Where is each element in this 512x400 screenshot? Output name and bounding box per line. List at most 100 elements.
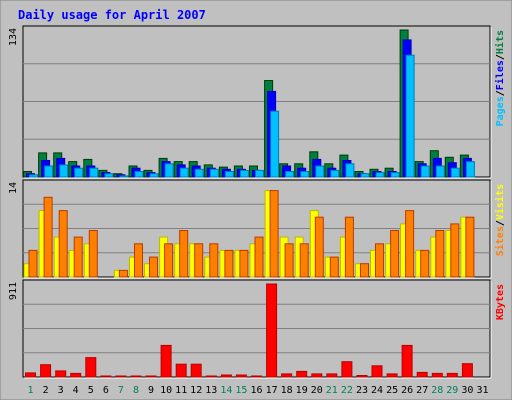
bar-pages-day-2 — [44, 165, 54, 178]
bar-pages-day-11 — [179, 167, 189, 178]
x-tick-label-day-30: 30 — [461, 385, 473, 396]
x-tick-label-day-13: 13 — [205, 385, 217, 396]
bar-sites-day-15 — [239, 249, 249, 278]
bar-sites-day-17 — [269, 190, 279, 278]
top-ymax-label: 134 — [8, 28, 19, 46]
bar-kbytes-day-5 — [85, 357, 97, 378]
middle-ymax-label: 14 — [8, 182, 19, 194]
bar-pages-day-24 — [375, 172, 385, 178]
bar-sites-day-20 — [314, 216, 324, 278]
bar-pages-day-5 — [89, 167, 99, 178]
bar-sites-day-27 — [420, 249, 430, 278]
bar-kbytes-day-27 — [416, 371, 428, 378]
bar-kbytes-day-9 — [145, 375, 157, 378]
x-tick-label-day-20: 20 — [311, 385, 323, 396]
x-tick-label-day-14: 14 — [220, 385, 232, 396]
bottom-panel: 911 — [8, 279, 492, 379]
bar-kbytes-day-20 — [311, 373, 323, 378]
legend-files: Files — [494, 60, 506, 90]
x-tick-label-day-12: 12 — [190, 385, 202, 396]
bar-sites-day-26 — [405, 210, 415, 278]
bar-pages-day-7 — [119, 175, 129, 178]
bar-sites-day-2 — [43, 196, 53, 278]
bar-pages-day-4 — [74, 167, 84, 178]
middle-legend: Sites/Visits — [494, 184, 506, 256]
bar-sites-day-8 — [134, 243, 143, 278]
bottom-legend-text: KBytes — [495, 284, 506, 320]
bar-sites-day-4 — [73, 236, 83, 278]
x-tick-label-day-11: 11 — [175, 385, 187, 396]
x-tick-label-day-2: 2 — [43, 385, 49, 396]
bar-kbytes-day-19 — [296, 370, 308, 378]
bar-sites-day-22 — [344, 216, 354, 278]
x-tick-label-day-23: 23 — [356, 385, 368, 396]
bar-kbytes-day-14 — [220, 374, 232, 378]
legend-pages: Pages — [495, 96, 506, 126]
bar-kbytes-day-21 — [326, 373, 338, 378]
legend-separator: / — [495, 90, 506, 96]
x-tick-label-day-28: 28 — [431, 385, 443, 396]
bar-pages-day-18 — [285, 171, 295, 178]
bar-pages-day-16 — [255, 169, 264, 178]
bar-pages-day-6 — [104, 173, 114, 178]
x-tick-label-day-15: 15 — [235, 385, 247, 396]
bar-kbytes-day-10 — [160, 344, 172, 378]
bar-pages-day-21 — [330, 169, 340, 178]
bar-kbytes-day-18 — [281, 373, 293, 378]
x-tick-label-day-31: 31 — [476, 385, 488, 396]
top-legend: Pages/Files/Hits — [494, 30, 506, 126]
bar-pages-day-10 — [164, 163, 174, 178]
bar-sites-day-12 — [194, 243, 204, 278]
bar-sites-day-28 — [435, 230, 445, 278]
chart-title: Daily usage for April 2007 — [18, 8, 206, 22]
middle-panel: 14 — [8, 179, 492, 279]
x-tick-label-day-4: 4 — [73, 385, 79, 396]
bar-kbytes-day-23 — [356, 375, 368, 378]
x-tick-label-day-1: 1 — [27, 385, 33, 396]
bar-kbytes-day-8 — [130, 375, 142, 378]
bar-pages-day-20 — [315, 165, 325, 178]
bar-pages-day-15 — [239, 169, 249, 178]
legend-separator: / — [495, 220, 506, 226]
bar-sites-day-19 — [299, 243, 309, 278]
x-tick-label-day-27: 27 — [416, 385, 428, 396]
legend-kbytes: KBytes — [495, 284, 506, 320]
bar-pages-day-22 — [345, 163, 355, 178]
bar-pages-day-23 — [360, 173, 370, 178]
bar-sites-day-29 — [450, 223, 460, 278]
bar-kbytes-day-17 — [266, 283, 278, 378]
x-tick-label-day-19: 19 — [296, 385, 308, 396]
x-tick-label-day-18: 18 — [281, 385, 293, 396]
bar-sites-day-23 — [360, 263, 369, 278]
bar-sites-day-30 — [465, 216, 475, 278]
bar-sites-day-9 — [149, 256, 158, 278]
bar-pages-day-3 — [59, 164, 69, 178]
bar-kbytes-day-13 — [205, 375, 217, 378]
x-tick-label-day-21: 21 — [326, 385, 338, 396]
x-tick-label-day-29: 29 — [446, 385, 458, 396]
bar-kbytes-day-3 — [55, 370, 67, 378]
bar-kbytes-day-30 — [461, 363, 473, 378]
bar-pages-day-12 — [194, 168, 204, 178]
bar-sites-day-11 — [179, 230, 189, 278]
bar-pages-day-17 — [270, 110, 280, 178]
bar-sites-day-5 — [88, 230, 98, 278]
middle-legend-text: Sites/Visits — [494, 184, 506, 256]
bar-kbytes-day-12 — [190, 363, 202, 378]
bar-pages-day-1 — [29, 174, 38, 178]
bar-kbytes-day-2 — [40, 364, 52, 378]
bar-pages-day-27 — [420, 165, 430, 178]
legend-hits: Hits — [494, 30, 506, 54]
bar-kbytes-day-4 — [70, 372, 82, 378]
bar-sites-day-13 — [209, 243, 219, 278]
bar-kbytes-day-6 — [100, 375, 112, 378]
legend-sites: Sites — [494, 226, 506, 256]
x-tick-label-day-7: 7 — [118, 385, 124, 396]
bar-pages-day-30 — [465, 161, 475, 178]
bar-sites-day-1 — [28, 249, 38, 278]
x-tick-label-day-26: 26 — [401, 385, 413, 396]
bar-sites-day-24 — [375, 243, 384, 278]
x-tick-label-day-6: 6 — [103, 385, 109, 396]
bar-sites-day-3 — [58, 210, 68, 278]
